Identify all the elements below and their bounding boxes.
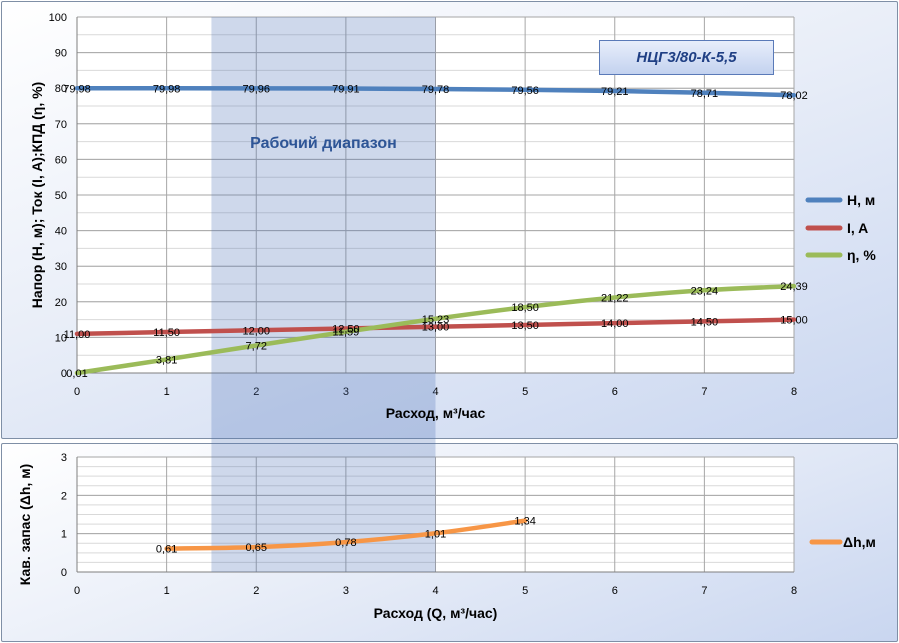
data-label: 24,39 [780,281,808,293]
data-label: 15,00 [780,315,808,327]
data-label: 78,02 [780,90,808,102]
top-x-tick-label: 3 [343,386,349,398]
top-x-tick-label: 8 [791,386,797,398]
top-x-tick-label: 6 [612,386,618,398]
series-line-0-0 [74,86,797,98]
data-label: 11,50 [153,327,180,339]
top-x-tick-label: 0 [74,386,80,398]
data-label: 79,91 [332,84,360,96]
bottom-x-tick-label: 5 [522,585,528,597]
top-y-tick-label: 60 [55,154,67,166]
data-label: 79,96 [242,83,270,95]
bottom-x-axis-title: Расход (Q, м³/час) [374,605,498,621]
model-label: НЦГ3/80-К-5,5 [599,40,774,75]
legend-label: Δh,м [843,534,876,550]
legend-label: Н, м [847,192,875,208]
data-label: 78,71 [691,88,719,100]
data-label: 18,50 [511,302,539,314]
data-label: 11,00 [64,329,91,341]
data-label: 79,98 [153,83,181,95]
top-y-tick-label: 20 [55,297,67,309]
data-label: 3,81 [156,354,177,366]
top-y-tick-label: 70 [55,119,67,131]
data-label: 14,00 [601,318,629,330]
data-label: 23,24 [691,285,719,297]
bottom-y-tick-label: 3 [61,452,67,464]
data-label: 13,50 [511,320,539,332]
data-label: 1,01 [425,528,446,540]
data-label: 79,56 [511,85,539,97]
data-label: 0,61 [156,544,177,556]
top-x-tick-label: 2 [253,386,259,398]
top-x-tick-label: 1 [164,386,170,398]
top-y-tick-label: 30 [55,261,67,273]
data-label: 0,01 [66,368,87,380]
top-y-tick-label: 80 [55,83,67,95]
data-label: 79,78 [422,84,450,96]
data-label: 79,21 [601,86,629,98]
data-label: 7,72 [246,341,267,353]
working-range-band [211,17,436,572]
bottom-x-tick-label: 6 [612,585,618,597]
bottom-x-tick-label: 8 [791,585,797,597]
data-label: 12,50 [332,324,360,336]
data-label: 0,65 [246,542,267,554]
bottom-y-tick-label: 1 [61,529,67,541]
bottom-x-tick-label: 7 [701,585,707,597]
top-y-tick-label: 100 [49,12,67,24]
data-label: 12,00 [242,325,270,337]
top-x-tick-label: 5 [522,386,528,398]
top-y-tick-label: 0 [61,368,67,380]
data-label: 1,34 [514,516,535,528]
top-y-axis-title: Напор (Н, м); Ток (I, A);КПД (η, %) [29,82,45,308]
bottom-x-tick-label: 3 [343,585,349,597]
data-label: 21,22 [601,292,629,304]
legend-label: η, % [847,247,876,263]
bottom-y-tick-label: 2 [61,490,67,502]
data-label: 11,59 [333,327,360,339]
data-label: 0,78 [335,537,356,549]
bottom-y-tick-label: 0 [61,567,67,579]
top-y-tick-label: 90 [55,48,67,60]
bottom-x-tick-label: 1 [164,585,170,597]
bottom-x-tick-label: 2 [253,585,259,597]
bottom-x-tick-label: 4 [432,585,438,597]
bottom-x-tick-label: 0 [74,585,80,597]
series-line-0-2 [74,283,797,376]
data-label: 14,50 [691,316,719,328]
legend-label: I, A [847,220,868,236]
data-label: 15,23 [422,314,450,326]
top-y-tick-label: 10 [55,332,67,344]
top-x-axis-title: Расход, м³/час [386,405,486,421]
data-label: 13,00 [422,322,450,334]
top-y-tick-label: 40 [55,226,67,238]
data-label: 79,98 [63,83,91,95]
working-range-label: Рабочий диапазон [250,135,397,152]
bottom-y-axis-title: Кав. запас (Δh, м) [17,464,33,585]
top-x-tick-label: 4 [432,386,438,398]
top-x-tick-label: 7 [701,386,707,398]
series-line-0-1 [74,317,797,337]
top-y-tick-label: 50 [55,190,67,202]
series-line-1-0 [164,518,528,551]
